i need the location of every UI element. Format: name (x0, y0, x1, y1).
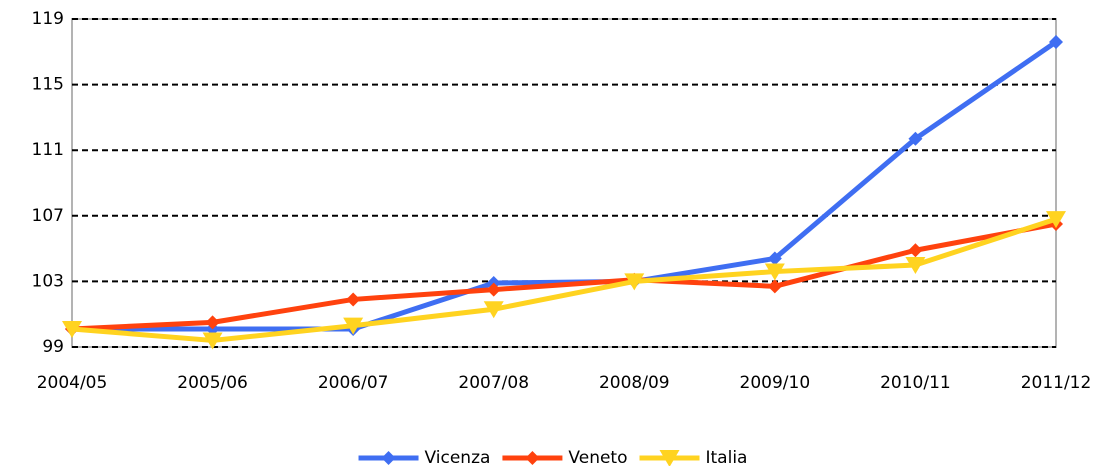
y-tick-label: 119 (32, 9, 64, 29)
series-line (71, 221, 1057, 332)
point (764, 263, 785, 281)
legend-marker (659, 450, 680, 466)
point (624, 273, 645, 291)
point (905, 257, 926, 274)
x-tick-label: 2006/07 (318, 373, 389, 393)
point (62, 320, 82, 338)
x-tick-label: 2004/05 (37, 373, 108, 393)
point (205, 315, 220, 330)
point (908, 243, 923, 258)
point (1049, 34, 1063, 49)
legend-label: Italia (706, 448, 748, 466)
legend-label: Veneto (568, 448, 627, 466)
point (1046, 211, 1066, 229)
y-tick-label: 107 (32, 206, 64, 226)
point (343, 317, 364, 335)
y-tick-label: 111 (32, 140, 64, 160)
x-tick-label: 2009/10 (740, 373, 811, 393)
legend-label: Vicenza (425, 448, 491, 466)
x-tick-label: 2011/12 (1021, 373, 1092, 393)
x-tick-label: 2005/06 (177, 373, 248, 393)
x-tick-label: 2007/08 (458, 373, 529, 393)
legend-marker (381, 451, 396, 465)
series-line (71, 216, 1057, 343)
point (767, 279, 782, 294)
x-tick-label: 2008/09 (599, 373, 670, 393)
plot-area (71, 18, 1057, 348)
legend-marker (525, 451, 540, 465)
y-tick-label: 99 (42, 337, 64, 357)
point (202, 332, 223, 350)
point (908, 131, 923, 146)
x-tick-label: 2010/11 (880, 373, 951, 393)
y-tick-label: 115 (32, 75, 64, 95)
point (346, 292, 361, 307)
point (483, 301, 504, 319)
point (767, 251, 782, 266)
point (486, 282, 501, 297)
y-tick-label: 103 (32, 271, 64, 291)
